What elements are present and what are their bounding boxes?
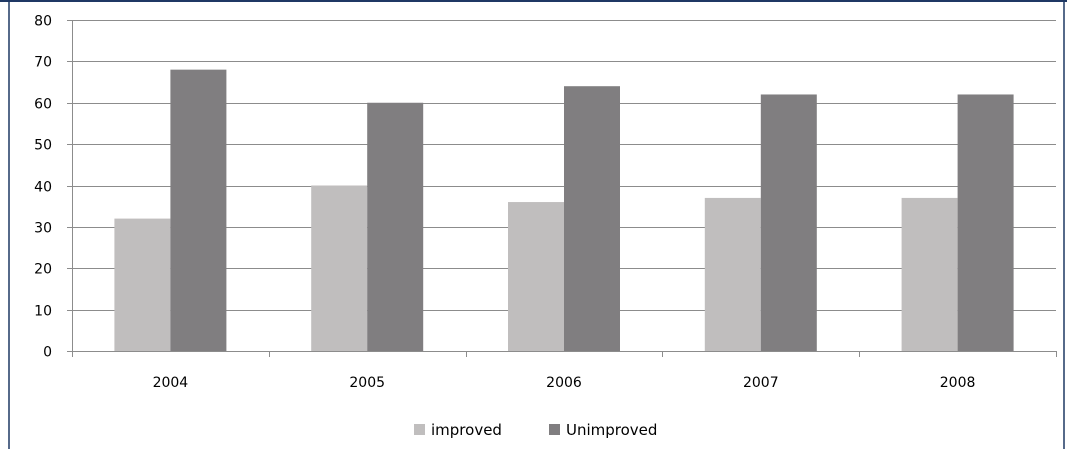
y-tick-label-30: 30	[34, 221, 52, 237]
legend-label-improved: improved	[431, 421, 502, 439]
y-tick-label-70: 70	[34, 55, 52, 71]
bar-improved-2007	[704, 197, 761, 351]
bar-unimproved-2006	[564, 86, 620, 351]
legend: improved Unimproved	[414, 421, 657, 439]
y-tick-label-0: 0	[43, 345, 52, 361]
y-tick-label-50: 50	[34, 138, 52, 154]
legend-swatch-improved	[414, 424, 425, 435]
y-tick-label-10: 10	[34, 304, 52, 320]
x-tick-label-2005: 2005	[349, 375, 385, 391]
y-tick-label-40: 40	[34, 180, 52, 196]
bar-unimproved-2004	[170, 69, 227, 352]
bar-improved-2004	[114, 218, 171, 351]
bar-improved-2006	[508, 202, 564, 351]
bar-unimproved-2005	[367, 102, 424, 351]
y-tick-label-80: 80	[34, 14, 52, 30]
bars	[114, 69, 1014, 352]
y-tick-label-60: 60	[34, 97, 52, 113]
x-tick-label-2008: 2008	[940, 375, 976, 391]
legend-swatch-unimproved	[549, 424, 560, 435]
bar-improved-2008	[901, 197, 958, 351]
y-tick-label-20: 20	[34, 262, 52, 278]
axes: 0 10 20 30 40 50 60 70 80 2004 2005 2006 2007 2008	[34, 14, 1057, 391]
bar-unimproved-2008	[957, 94, 1014, 351]
x-tick-label-2004: 2004	[153, 375, 189, 391]
legend-label-unimproved: Unimproved	[566, 421, 657, 439]
x-tick-label-2007: 2007	[743, 375, 779, 391]
bar-unimproved-2007	[760, 94, 817, 351]
bar-improved-2005	[311, 185, 368, 351]
x-tick-label-2006: 2006	[546, 375, 582, 391]
